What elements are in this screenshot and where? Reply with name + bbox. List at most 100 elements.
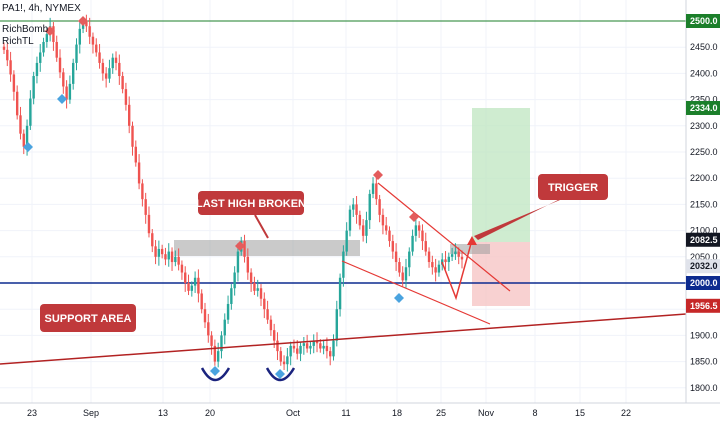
candle-body bbox=[408, 251, 411, 268]
current-price-tag-label: 2032.0 bbox=[690, 261, 718, 271]
time-tick-label: 18 bbox=[392, 408, 402, 418]
candle-body bbox=[368, 193, 371, 221]
candle-body bbox=[256, 288, 259, 291]
candle-body bbox=[78, 28, 81, 45]
candle-body bbox=[414, 225, 418, 236]
candle-body bbox=[184, 272, 187, 283]
candle-body bbox=[42, 41, 45, 53]
candle-body bbox=[371, 183, 375, 194]
candle-body bbox=[35, 62, 39, 77]
price-tick-label: 2050.0 bbox=[690, 252, 718, 262]
candle-body bbox=[193, 277, 197, 286]
candle-body bbox=[98, 52, 101, 63]
sell-signal-marker bbox=[45, 26, 55, 36]
candle-body bbox=[385, 225, 388, 231]
candle-body bbox=[391, 241, 395, 252]
candle-body bbox=[427, 251, 431, 263]
candle-body bbox=[296, 348, 299, 354]
candle-body bbox=[157, 248, 161, 257]
candle-body bbox=[305, 343, 309, 349]
top-line-price-tag-label: 2500.0 bbox=[690, 16, 718, 26]
candle-body bbox=[355, 204, 358, 215]
candle-body bbox=[137, 162, 141, 184]
buy-signal-marker bbox=[23, 142, 33, 152]
candle-body bbox=[141, 183, 144, 200]
candle-body bbox=[401, 272, 404, 281]
candle-body bbox=[345, 230, 348, 252]
candle-body bbox=[15, 91, 19, 116]
target-price-tag bbox=[686, 100, 720, 115]
indicator-richbomb[interactable]: RichBomb bbox=[2, 24, 49, 35]
candle-body bbox=[174, 256, 177, 263]
candle-body bbox=[302, 343, 306, 346]
candle-body bbox=[121, 76, 124, 90]
candle-body bbox=[144, 199, 147, 215]
candle-body bbox=[272, 330, 276, 341]
candle-body bbox=[322, 345, 325, 349]
chart-grid bbox=[0, 0, 686, 403]
buy-signal-marker bbox=[275, 369, 285, 379]
candle-body bbox=[226, 303, 230, 320]
time-tick-label: Nov bbox=[478, 408, 495, 418]
price-tick-label: 2400.0 bbox=[690, 68, 718, 78]
candle-body bbox=[447, 256, 451, 263]
candle-body bbox=[91, 36, 95, 45]
price-tick-label: 1850.0 bbox=[690, 357, 718, 367]
stop-price-tag-label: 1956.5 bbox=[690, 301, 718, 311]
time-axis-labels: 23 Sep 13 20 Oct 11 18 25 Nov 8 15 22 bbox=[27, 408, 631, 418]
support-price-tag-label: 2000.0 bbox=[690, 278, 718, 288]
price-tick-label: 2200.0 bbox=[690, 173, 718, 183]
buy-signal-marker bbox=[210, 366, 220, 376]
time-tick-label: 13 bbox=[158, 408, 168, 418]
time-tick-label: 11 bbox=[341, 408, 350, 418]
trigger-label: TRIGGER bbox=[548, 182, 598, 194]
candle-body bbox=[12, 74, 16, 92]
candle-body bbox=[342, 251, 345, 278]
price-tick-label: 2300.0 bbox=[690, 121, 718, 131]
candle-body bbox=[460, 256, 464, 260]
candle-body bbox=[19, 115, 22, 134]
candle-body bbox=[286, 356, 289, 365]
bottom-arc-2 bbox=[265, 367, 296, 382]
time-axis bbox=[0, 403, 720, 425]
price-tags: 2500.0 2334.0 2082.5 2032.0 2000.0 1956.5 bbox=[686, 14, 720, 313]
target-price-tag-label: 2334.0 bbox=[690, 103, 718, 113]
candle-body bbox=[180, 264, 184, 273]
candle-body bbox=[457, 251, 460, 257]
time-tick-label: 25 bbox=[436, 408, 446, 418]
target-zone bbox=[472, 108, 530, 242]
signal-markers bbox=[23, 16, 419, 379]
last-high-callout: LAST HIGH BROKEN bbox=[196, 191, 306, 239]
candle-body bbox=[233, 272, 236, 289]
price-axis bbox=[686, 0, 720, 403]
long-term-trendline bbox=[0, 313, 687, 365]
candle-body bbox=[39, 52, 42, 63]
candle-body bbox=[170, 251, 174, 263]
candle-body bbox=[55, 41, 58, 58]
candle-body bbox=[22, 133, 25, 147]
candle-body bbox=[309, 345, 312, 349]
candle-body bbox=[236, 251, 240, 273]
candle-body bbox=[259, 288, 263, 299]
indicator-richtl[interactable]: RichTL bbox=[2, 36, 34, 47]
price-tick-label: 2250.0 bbox=[690, 147, 718, 157]
candle-body bbox=[128, 104, 131, 126]
channel-lower-line bbox=[341, 260, 491, 325]
candle-body bbox=[230, 288, 233, 304]
candle-body bbox=[246, 256, 250, 273]
support-price-tag bbox=[686, 276, 720, 290]
projection-arrowhead bbox=[467, 236, 477, 245]
support-area-callout: SUPPORT AREA bbox=[40, 304, 136, 332]
stop-price-tag bbox=[686, 298, 720, 313]
candle-body bbox=[315, 340, 319, 344]
candle-body bbox=[437, 264, 441, 273]
candle-body bbox=[332, 340, 335, 357]
current-price-tag bbox=[686, 259, 720, 274]
candle-body bbox=[213, 345, 217, 362]
last-high-label: LAST HIGH BROKEN bbox=[196, 198, 306, 210]
candle-body bbox=[88, 26, 91, 37]
candle-body bbox=[75, 44, 78, 63]
price-tick-label: 2100.0 bbox=[690, 226, 718, 236]
bottom-arc-1 bbox=[200, 367, 231, 382]
